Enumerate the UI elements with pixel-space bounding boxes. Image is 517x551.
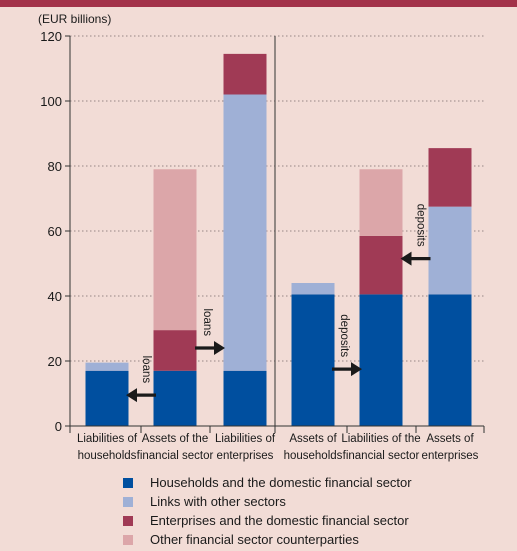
bar-segment bbox=[85, 362, 129, 371]
bar-segment bbox=[291, 283, 335, 295]
flow-label: loans bbox=[140, 356, 152, 384]
x-tick-label: Liabilities of bbox=[215, 433, 276, 445]
y-tick-label: 40 bbox=[48, 289, 62, 304]
bar-segment bbox=[153, 330, 197, 371]
annotations: loans loans deposits deposits bbox=[126, 204, 431, 403]
header-strip bbox=[0, 0, 517, 7]
legend-label: Links with other sectors bbox=[150, 494, 286, 509]
legend-item: Enterprises and the domestic financial s… bbox=[123, 511, 503, 530]
legend: Households and the domestic financial se… bbox=[123, 473, 503, 549]
x-tick-label: Liabilities of the bbox=[341, 433, 420, 445]
legend-label: Other financial sector counterparties bbox=[150, 532, 359, 547]
bar-segment bbox=[223, 370, 267, 426]
arrow-head bbox=[351, 362, 362, 377]
y-axis-unit-label: (EUR billions) bbox=[38, 12, 111, 26]
bar-segment bbox=[359, 294, 403, 426]
arrow-head bbox=[214, 341, 225, 355]
y-tick-label: 0 bbox=[55, 419, 62, 434]
bar-segment bbox=[85, 370, 129, 426]
flow-label: loans bbox=[201, 309, 213, 337]
x-tick-label: Liabilities of bbox=[77, 433, 138, 445]
legend-swatch bbox=[123, 515, 133, 526]
y-tick-label: 100 bbox=[40, 94, 62, 109]
x-tick-label: Assets of bbox=[289, 433, 337, 445]
x-tick-label: households bbox=[284, 450, 343, 462]
bar-segment bbox=[153, 169, 197, 331]
bar-segment bbox=[223, 53, 267, 95]
flow-label: deposits bbox=[415, 204, 427, 247]
legend-swatch bbox=[123, 477, 133, 488]
y-tick-label: 60 bbox=[48, 224, 62, 239]
bar-segment bbox=[428, 206, 472, 295]
x-tick-label: financial sector bbox=[137, 450, 214, 462]
legend-item: Links with other sectors bbox=[123, 492, 503, 511]
bars bbox=[85, 53, 472, 426]
arrow-head bbox=[126, 388, 137, 403]
bar-segment bbox=[359, 169, 403, 236]
x-tick-label: Assets of the bbox=[142, 433, 208, 445]
axes: Liabilities of households Assets of the fin… bbox=[69, 36, 485, 462]
legend-label: Enterprises and the domestic financial s… bbox=[150, 513, 409, 528]
x-tick-label: Assets of bbox=[426, 433, 474, 445]
bar-segment bbox=[291, 294, 335, 426]
y-tick-label: 120 bbox=[40, 29, 62, 44]
legend-swatch bbox=[123, 534, 133, 545]
x-tick-label: financial sector bbox=[343, 450, 420, 462]
arrow-head bbox=[400, 251, 412, 266]
gridlines: 0 20 40 60 80 100 120 bbox=[40, 29, 484, 434]
bar-segment bbox=[428, 294, 472, 426]
x-tick-label: enterprises bbox=[217, 450, 274, 462]
y-tick-label: 80 bbox=[48, 159, 62, 174]
legend-swatch bbox=[123, 496, 133, 507]
legend-label: Households and the domestic financial se… bbox=[150, 475, 412, 490]
legend-item: Households and the domestic financial se… bbox=[123, 473, 503, 492]
y-tick-label: 20 bbox=[48, 354, 62, 369]
legend-item: Other financial sector counterparties bbox=[123, 530, 503, 549]
bar-segment bbox=[223, 94, 267, 371]
x-tick-label: enterprises bbox=[422, 450, 479, 462]
flow-label: deposits bbox=[338, 314, 350, 357]
bar-segment bbox=[428, 148, 472, 207]
bar-segment bbox=[153, 370, 197, 426]
bar-segment bbox=[359, 235, 403, 295]
x-tick-label: households bbox=[78, 450, 137, 462]
